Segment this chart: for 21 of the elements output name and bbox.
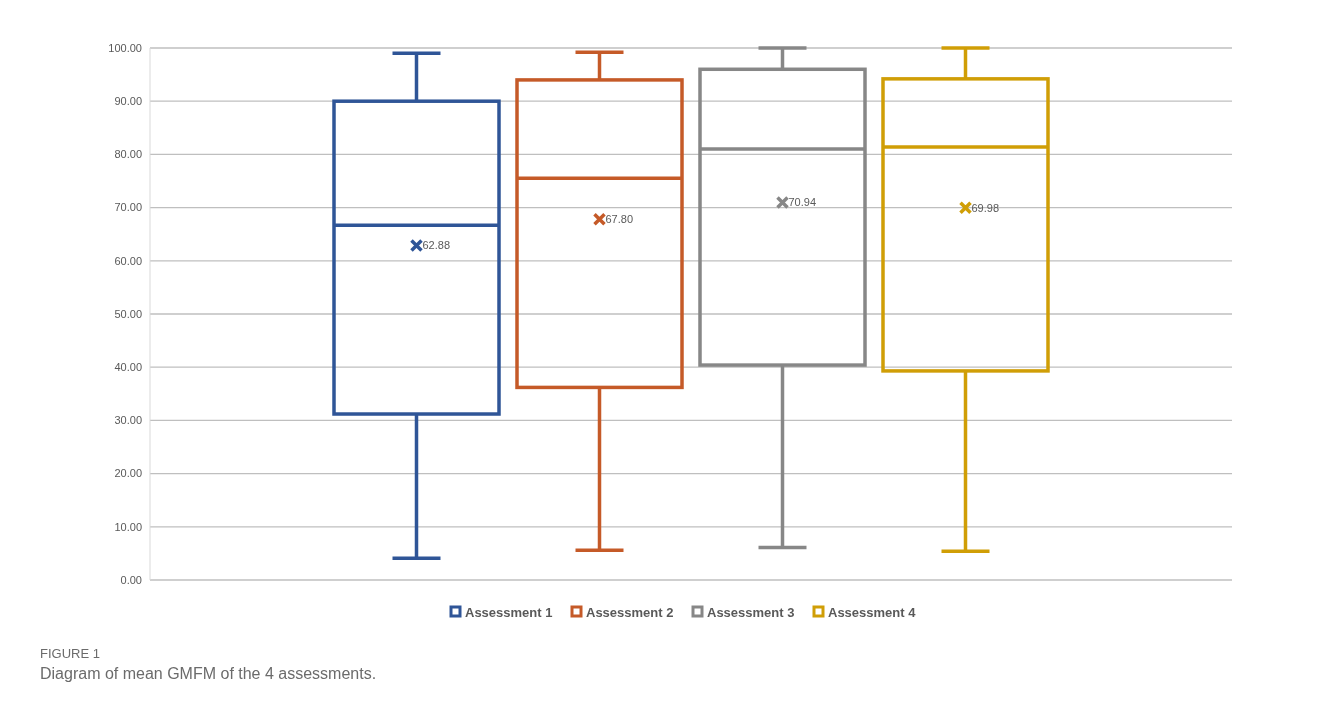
y-tick-label: 70.00 (114, 201, 142, 214)
text: 70.94 (788, 196, 817, 209)
y-tick-label: 10.00 (114, 520, 142, 533)
y-tick-label: 100.00 (108, 41, 142, 54)
legend-label: Assessment 1 (465, 604, 553, 620)
text: Diagram of mean GMFM of the 4 assessments. (40, 665, 377, 682)
text: 69.98 (971, 201, 1000, 214)
y-tick-label: 90.00 (114, 95, 142, 108)
legend-label: Assessment 2 (586, 604, 674, 620)
y-tick-label: 60.00 (114, 254, 142, 267)
y-tick-label: 0.00 (120, 573, 142, 586)
y-tick-label: 40.00 (114, 361, 142, 374)
y-tick-label: 80.00 (114, 148, 142, 161)
text: 67.80 (605, 213, 634, 226)
y-tick-label: 30.00 (114, 414, 142, 427)
text: FIGURE 1 (40, 646, 100, 661)
legend-label: Assessment 4 (828, 604, 917, 620)
y-tick-label: 50.00 (114, 307, 142, 320)
legend-label: Assessment 3 (707, 604, 795, 620)
y-tick-label: 20.00 (114, 467, 142, 480)
text: 62.88 (422, 239, 451, 252)
